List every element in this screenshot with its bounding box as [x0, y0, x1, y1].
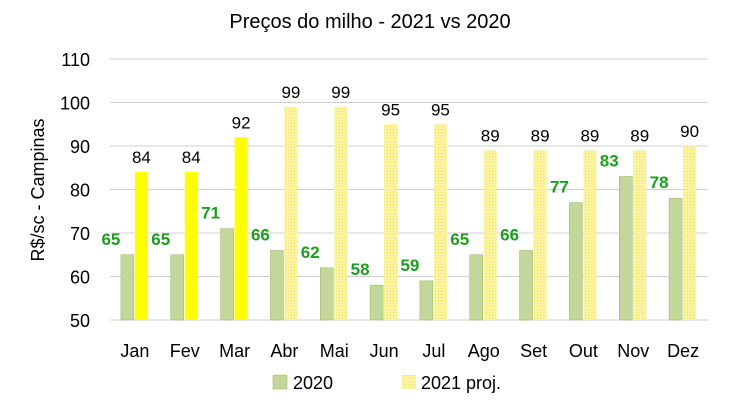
data-label-2021: 84	[132, 148, 151, 167]
gridlines: 50 60 70 80 90 100 110	[60, 50, 708, 331]
data-label-2020: 78	[650, 173, 669, 192]
x-tick-label: Mar	[219, 341, 250, 361]
bar-2021-Nov	[633, 150, 647, 320]
y-tick-label: 90	[70, 137, 90, 157]
bar-2020-Abr	[270, 250, 284, 321]
bar-2021-Mai	[334, 106, 348, 320]
data-label-2020: 71	[201, 204, 220, 223]
x-tick-label: Jul	[422, 341, 445, 361]
bar-2021-Abr	[284, 106, 298, 320]
bar-2021-Jun	[384, 124, 398, 320]
bar-2020-Set	[519, 250, 533, 321]
bar-2021-Jul	[433, 124, 447, 320]
data-label-2020: 65	[101, 230, 120, 249]
data-label-2021: 89	[531, 126, 550, 145]
data-label-2020: 66	[251, 225, 270, 244]
data-label-2021: 89	[630, 126, 649, 145]
x-tick-label: Jun	[370, 341, 399, 361]
legend-label-2020: 2020	[293, 373, 333, 393]
y-tick-label: 70	[70, 224, 90, 244]
data-labels: 65 84 65 84 71 92 66 99 62 99 58 95 59 95 65 89 66 89 77 89…	[101, 83, 699, 279]
x-tick-label: Set	[520, 341, 547, 361]
data-label-2020: 59	[400, 256, 419, 275]
legend-swatch-2021	[402, 375, 416, 389]
data-label-2020: 62	[301, 243, 320, 262]
chart-title: Preços do milho - 2021 vs 2020	[229, 11, 510, 33]
x-tick-label: Ago	[468, 341, 500, 361]
bar-2021-Ago	[483, 150, 497, 320]
bars	[120, 106, 697, 321]
data-label-2021: 92	[232, 113, 251, 132]
x-tick-label: Nov	[617, 341, 649, 361]
y-tick-label: 110	[61, 50, 90, 70]
x-tick-label: Jan	[120, 341, 149, 361]
bar-2021-Mar	[234, 137, 248, 320]
data-label-2020: 58	[351, 260, 370, 279]
bar-2020-Jun	[369, 284, 384, 321]
bar-2020-Out	[569, 202, 583, 321]
data-label-2021: 95	[381, 100, 400, 119]
data-label-2021: 99	[281, 83, 300, 102]
data-label-2020: 66	[500, 225, 519, 244]
y-tick-label: 100	[60, 94, 90, 114]
bar-2020-Mar	[220, 228, 234, 321]
x-tick-label: Abr	[270, 341, 298, 361]
x-tick-label: Mai	[320, 341, 349, 361]
bar-2020-Nov	[619, 176, 633, 321]
data-label-2020: 77	[550, 178, 569, 197]
bar-2021-Out	[583, 150, 597, 320]
legend-swatch-2020	[272, 374, 288, 390]
bar-2020-Dez	[668, 197, 683, 321]
data-label-2021: 84	[182, 148, 201, 167]
x-tick-label: Fev	[170, 341, 200, 361]
bar-2020-Mai	[320, 267, 334, 321]
data-label-2021: 95	[431, 100, 450, 119]
legend: 2020 2021 proj.	[272, 373, 501, 393]
data-label-2021: 90	[680, 122, 699, 141]
data-label-2020: 83	[600, 151, 619, 170]
bar-2020-Jul	[419, 280, 434, 321]
bar-2020-Ago	[469, 254, 483, 321]
x-tick-label: Out	[569, 341, 598, 361]
data-label-2021: 89	[481, 126, 500, 145]
data-label-2020: 65	[450, 230, 469, 249]
y-tick-label: 60	[70, 268, 90, 288]
y-axis-label: R$/sc - Campinas	[28, 118, 48, 261]
bar-2020-Jan	[120, 254, 135, 321]
x-tick-label: Dez	[667, 341, 699, 361]
legend-label-2021: 2021 proj.	[421, 373, 501, 393]
data-label-2021: 89	[580, 126, 599, 145]
bar-2021-Set	[533, 150, 547, 320]
bar-2021-Jan	[134, 172, 148, 320]
y-tick-label: 80	[70, 181, 90, 201]
bar-2021-Fev	[184, 172, 198, 320]
bar-2020-Fev	[170, 254, 184, 321]
bar-2021-Dez	[683, 146, 697, 320]
x-tick-labels: Jan Fev Mar Abr Mai Jun Jul Ago Set Out Nov Dez	[120, 341, 699, 361]
data-label-2020: 65	[151, 230, 170, 249]
data-label-2021: 99	[331, 83, 350, 102]
y-tick-label: 50	[70, 311, 90, 331]
